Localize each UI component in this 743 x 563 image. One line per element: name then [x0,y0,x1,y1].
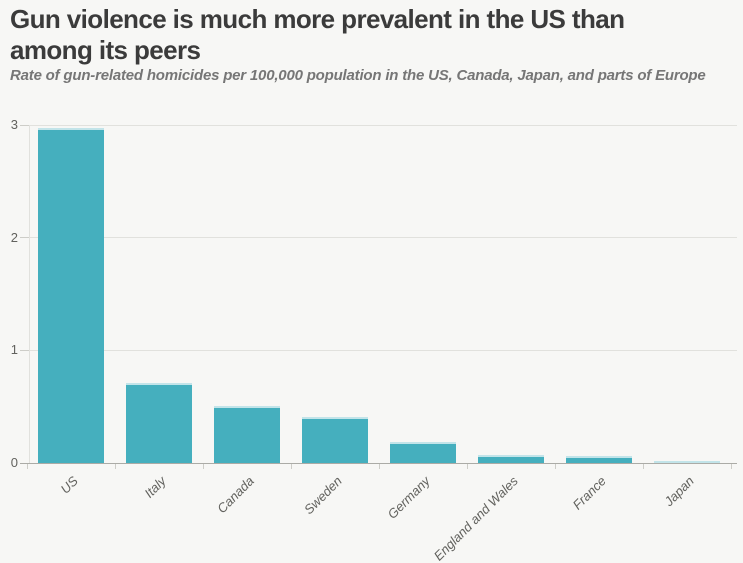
y-tick-2 [20,237,29,239]
x-tick-1 [115,464,116,469]
bar-germany [390,441,456,463]
bar-sweden [302,416,368,463]
x-tick-7 [643,464,644,469]
gridline-2 [20,237,737,239]
y-tick-3 [20,124,29,126]
chart-title-line-2: among its peers [10,35,201,65]
bar-japan [654,461,720,463]
y-tick-label-1: 1 [10,342,18,358]
x-tick-8 [731,464,732,469]
bar-italy [126,383,192,463]
x-label-us: US [57,473,81,497]
gridline-3 [20,124,737,126]
x-label-italy: Italy [141,473,169,501]
bar-france [566,456,632,463]
bar-canada [214,405,280,463]
x-tick-6 [555,464,556,469]
y-axis-line [29,125,30,463]
bar-us [38,128,104,463]
chart-title: Gun violence is much more prevalent in t… [10,4,730,66]
x-tick-5 [467,464,468,469]
y-tick-label-3: 3 [10,117,18,132]
gridline-1 [20,349,737,351]
chart-subtitle: Rate of gun-related homicides per 100,00… [10,67,706,84]
plot-area: 0 1 2 3 US Italy Canada Sweden Germany England an… [11,117,737,563]
y-tick-label-0: 0 [10,455,18,470]
bar-england-and-wales [478,455,544,463]
x-axis-baseline [20,463,737,464]
x-tick-0 [27,464,28,469]
x-tick-4 [379,464,380,469]
x-tick-2 [203,464,204,469]
y-tick-label-2: 2 [10,229,18,245]
y-tick-1 [20,349,29,351]
chart-title-line-1: Gun violence is much more prevalent in t… [10,4,625,34]
x-tick-3 [291,464,292,469]
